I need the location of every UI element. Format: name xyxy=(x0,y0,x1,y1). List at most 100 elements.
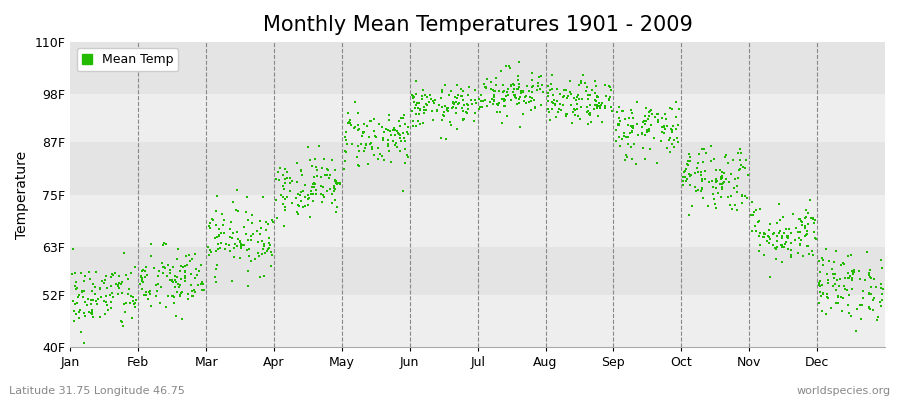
Point xyxy=(867,297,881,303)
Point xyxy=(449,105,464,111)
Point xyxy=(303,191,318,197)
Point xyxy=(356,130,370,136)
Point xyxy=(406,94,420,101)
Point xyxy=(418,106,433,113)
Point xyxy=(732,174,746,181)
Point xyxy=(373,151,387,157)
Point xyxy=(179,253,194,259)
Point xyxy=(328,197,342,203)
Point xyxy=(456,96,471,103)
Point xyxy=(182,252,196,258)
Point xyxy=(611,122,625,128)
Point xyxy=(212,226,226,232)
Point xyxy=(709,204,724,211)
Point xyxy=(208,273,222,280)
Point xyxy=(341,110,356,116)
Point xyxy=(215,210,230,217)
Point xyxy=(354,140,368,147)
Point xyxy=(826,283,841,290)
Point xyxy=(320,188,334,195)
Point xyxy=(532,74,546,80)
Point xyxy=(135,278,149,284)
Point xyxy=(666,123,680,129)
Point xyxy=(871,314,886,320)
Point xyxy=(67,308,81,314)
Point xyxy=(511,76,526,83)
Point xyxy=(552,106,566,112)
Point xyxy=(541,93,555,99)
Point xyxy=(598,103,612,109)
Point xyxy=(188,274,202,281)
Point xyxy=(621,122,635,128)
Point xyxy=(364,144,379,150)
Point xyxy=(171,281,185,287)
Point xyxy=(828,271,842,277)
Point xyxy=(525,70,539,76)
Point xyxy=(762,236,777,242)
Point xyxy=(194,279,209,285)
Point xyxy=(526,83,540,89)
Point xyxy=(660,144,674,151)
Point xyxy=(278,206,293,213)
Point xyxy=(706,191,720,198)
Point xyxy=(305,163,320,170)
Point xyxy=(618,134,633,140)
Point xyxy=(379,126,393,132)
Point xyxy=(816,256,831,263)
Point xyxy=(657,130,671,136)
Point xyxy=(667,137,681,144)
Point xyxy=(617,157,632,163)
Point xyxy=(410,118,425,125)
Point xyxy=(303,157,318,164)
Point xyxy=(747,208,761,215)
Point xyxy=(202,223,217,229)
Point xyxy=(845,275,859,281)
Point xyxy=(498,97,512,104)
Point xyxy=(838,286,852,292)
Point xyxy=(216,217,230,224)
Point xyxy=(612,122,626,128)
Point xyxy=(461,106,475,112)
Point xyxy=(331,180,346,186)
Point xyxy=(372,120,386,127)
Point xyxy=(234,241,248,248)
Point xyxy=(126,294,140,300)
Point xyxy=(144,253,158,260)
Point xyxy=(629,121,643,128)
Point xyxy=(254,225,268,231)
Point xyxy=(388,142,402,149)
Point xyxy=(800,228,814,234)
Point xyxy=(121,291,135,297)
Point xyxy=(194,262,208,268)
Point xyxy=(472,106,487,112)
Point xyxy=(212,240,226,247)
Point xyxy=(525,77,539,84)
Point xyxy=(168,279,183,285)
Point xyxy=(350,154,365,160)
Point xyxy=(574,80,589,86)
Point xyxy=(202,225,217,231)
Point xyxy=(406,118,420,124)
Point xyxy=(629,161,643,167)
Point xyxy=(261,221,275,227)
Point xyxy=(301,196,315,202)
Point xyxy=(698,146,712,152)
Point xyxy=(134,274,148,280)
Point xyxy=(134,277,148,283)
Point xyxy=(69,279,84,285)
Point xyxy=(874,257,888,263)
Point xyxy=(634,131,649,137)
Point xyxy=(770,238,784,244)
Point xyxy=(176,264,190,270)
Point xyxy=(338,137,353,143)
Point xyxy=(588,90,602,96)
Point xyxy=(135,266,149,273)
Point xyxy=(66,298,80,304)
Point xyxy=(867,276,881,282)
Point xyxy=(598,105,612,111)
Point xyxy=(83,276,97,282)
Point xyxy=(464,97,478,104)
Point xyxy=(122,300,137,306)
Point xyxy=(168,312,183,319)
Point xyxy=(234,243,248,249)
